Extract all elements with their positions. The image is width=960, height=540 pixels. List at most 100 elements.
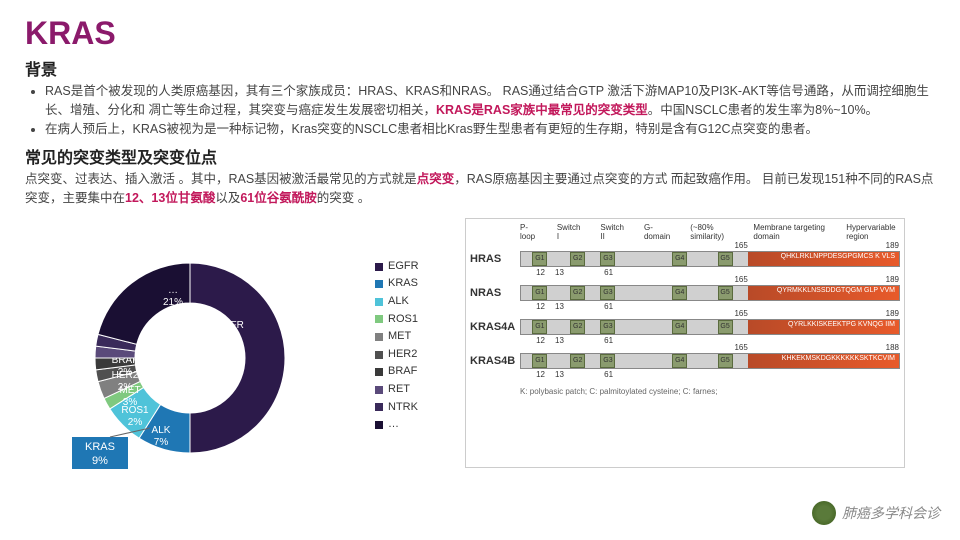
num-top: 165 <box>734 309 747 318</box>
g-box: G5 <box>718 252 733 266</box>
num-end: 189 <box>886 309 899 318</box>
legend-label: NTRK <box>388 399 418 417</box>
donut-pct: 7% <box>154 437 169 448</box>
diagram-header-label: P-loop <box>520 223 537 241</box>
bg-bullet-1: RAS是首个被发现的人类原癌基因，其有三个家族成员：HRAS、KRAS和NRAS… <box>45 82 935 120</box>
donut-label: ALK <box>152 425 171 436</box>
legend-item: MET <box>375 328 419 346</box>
section2-para: 点突变、过表达、插入激活 。其中，RAS基因被激活最常见的方式就是点突变，RAS… <box>25 170 935 208</box>
legend-swatch <box>375 351 383 359</box>
ras-row-label: NRAS <box>470 287 520 299</box>
num-end: 189 <box>886 275 899 284</box>
num-bottom: 12 <box>536 370 545 379</box>
g-box: G4 <box>672 252 687 266</box>
g-box: G1 <box>532 354 547 368</box>
diagram-header-label: Switch II <box>600 223 624 241</box>
legend-label: … <box>388 416 399 434</box>
ras-bar: G1G2G3G4G5165189121361QYRMKKLNSSDDGTQGM … <box>520 285 900 301</box>
num-bottom: 61 <box>604 370 613 379</box>
ras-seq: QHKLRKLNPPDESGPGMCS K VLS <box>781 253 895 260</box>
legend-label: RET <box>388 381 410 399</box>
section1-heading: 背景 <box>25 56 935 80</box>
ras-seq: QYRMKKLNSSDDGTQGM GLP VVM <box>777 287 895 294</box>
diagram-header-label: (~80% similarity) <box>690 223 733 241</box>
ras-row-HRAS: HRASG1G2G3G4G5165189121361QHKLRKLNPPDESG… <box>470 251 900 267</box>
legend-swatch <box>375 368 383 376</box>
legend-item: RET <box>375 381 419 399</box>
ras-seq: QYRLKKISKEEKTPG KVNQG IIM <box>788 321 895 328</box>
g-box: G1 <box>532 252 547 266</box>
g-box: G5 <box>718 286 733 300</box>
g-box: G3 <box>600 320 615 334</box>
num-bottom: 61 <box>604 268 613 277</box>
g-box: G2 <box>570 252 585 266</box>
legend-label: ALK <box>388 293 409 311</box>
donut-label: … <box>168 285 178 296</box>
legend-item: HER2 <box>375 346 419 364</box>
legend-item: ALK <box>375 293 419 311</box>
diagram-footnote: K: polybasic patch; C: palmitoylated cys… <box>520 387 900 396</box>
legend-swatch <box>375 298 383 306</box>
g-box: G1 <box>532 320 547 334</box>
num-bottom: 61 <box>604 336 613 345</box>
donut-pct: 2% <box>118 367 133 378</box>
ras-row-label: HRAS <box>470 253 520 265</box>
diagram-header-label: Membrane targeting domain <box>753 223 826 241</box>
g-box: G5 <box>718 354 733 368</box>
legend-swatch <box>375 263 383 271</box>
legend-swatch <box>375 403 383 411</box>
legend-swatch <box>375 333 383 341</box>
donut-label: EGFR <box>216 320 244 331</box>
diagram-header-label: G-domain <box>644 223 670 241</box>
donut-pct: 3% <box>123 397 138 408</box>
num-bottom: 13 <box>555 268 564 277</box>
g-box: G4 <box>672 354 687 368</box>
ras-row-label: KRAS4A <box>470 321 520 333</box>
ras-domain-diagram: P-loop Switch I Switch II G-domain (~80% sim… <box>465 218 905 468</box>
donut-pct: 21% <box>163 297 183 308</box>
g-box: G1 <box>532 286 547 300</box>
section2-heading: 常见的突变类型及突变位点 <box>25 144 935 168</box>
ras-bar: G1G2G3G4G5165189121361QHKLRKLNPPDESGPGMC… <box>520 251 900 267</box>
g-box: G2 <box>570 354 585 368</box>
num-end: 188 <box>886 343 899 352</box>
diagram-header-label: Switch I <box>557 223 581 241</box>
watermark-text: 肺癌多学科会诊 <box>842 503 940 523</box>
num-end: 189 <box>886 241 899 250</box>
num-bottom: 13 <box>555 302 564 311</box>
ras-row-NRAS: NRASG1G2G3G4G5165189121361QYRMKKLNSSDDGT… <box>470 285 900 301</box>
g-box: G4 <box>672 320 687 334</box>
num-bottom: 61 <box>604 302 613 311</box>
bg-bullet-2: 在病人预后上，KRAS被视为是一种标记物，Kras突变的NSCLC患者相比Kra… <box>45 120 935 139</box>
num-top: 165 <box>734 343 747 352</box>
page-title: KRAS <box>25 15 935 52</box>
g-box: G2 <box>570 320 585 334</box>
g-box: G3 <box>600 354 615 368</box>
donut-chart: EGFR50%ALK7%ROS12%MET3%HER22%BRAF2%NTRK2… <box>25 218 445 478</box>
donut-pct: 2% <box>118 382 133 393</box>
legend-swatch <box>375 421 383 429</box>
g-box: G4 <box>672 286 687 300</box>
ras-row-KRAS4A: KRAS4AG1G2G3G4G5165189121361QYRLKKISKEEK… <box>470 319 900 335</box>
watermark-icon <box>812 501 836 525</box>
g-box: G2 <box>570 286 585 300</box>
legend-item: BRAF <box>375 363 419 381</box>
donut-slice-EGFR <box>190 263 285 453</box>
legend-label: KRAS <box>388 275 418 293</box>
legend-item: … <box>375 416 419 434</box>
background-list: RAS是首个被发现的人类原癌基因，其有三个家族成员：HRAS、KRAS和NRAS… <box>25 82 935 138</box>
num-bottom: 12 <box>536 302 545 311</box>
legend-label: HER2 <box>388 346 417 364</box>
num-top: 165 <box>734 275 747 284</box>
donut-pct: 50% <box>220 332 240 343</box>
legend-label: MET <box>388 328 411 346</box>
ras-seq: KHKEKMSKDGKKKKKKSKTKCVIM <box>782 355 895 362</box>
legend-swatch <box>375 315 383 323</box>
donut-pct: 2% <box>128 417 143 428</box>
num-bottom: 13 <box>555 336 564 345</box>
legend-label: EGFR <box>388 258 419 276</box>
svg-text:KRAS: KRAS <box>85 441 115 453</box>
legend-swatch <box>375 280 383 288</box>
num-bottom: 12 <box>536 336 545 345</box>
legend-swatch <box>375 386 383 394</box>
